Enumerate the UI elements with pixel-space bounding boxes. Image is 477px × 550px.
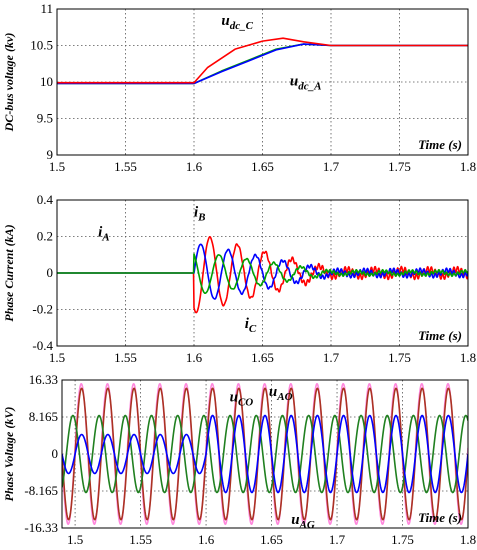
x-tick-label: 1.55 [114,350,137,365]
series-line-3 [62,414,468,494]
x-tick-label: 1.6 [198,532,215,547]
x-axis-label: Time (s) [418,137,462,152]
series-line-1 [62,387,468,521]
x-tick-label: 1.5 [49,159,65,174]
series-annotation: iA [98,225,110,244]
series-annotation: udc_A [290,74,322,93]
series-annotation: uAO [269,384,293,403]
y-tick-label: -8.165 [24,483,58,498]
y-tick-label: 0.2 [37,229,53,244]
x-tick-label: 1.7 [329,532,346,547]
y-tick-label: 0.4 [37,192,54,207]
x-tick-label: 1.65 [260,532,283,547]
y-axis-label: Phase Voltage (kV) [2,407,16,502]
x-tick-label: 1.65 [251,350,274,365]
x-tick-label: 1.55 [129,532,152,547]
phase-voltage-chart: 1.5 1.55 1.6 1.65 1.7 1.75 1.8 -16.33 -8.165 0 8.1… [2,372,476,547]
y-tick-label: -0.4 [32,338,53,353]
axes-frame [56,8,469,156]
axes-frame [61,379,469,529]
y-tick-label: 16.33 [29,372,58,387]
y-tick-label: -0.2 [32,302,53,317]
y-tick-label: 0 [47,265,54,280]
series-line-2 [57,253,468,295]
y-tick-label: -16.33 [24,520,58,535]
y-tick-label: 0 [52,446,59,461]
x-axis-label: Time (s) [418,328,462,343]
x-tick-label: 1.75 [388,350,411,365]
x-tick-label: 1.7 [323,159,340,174]
y-axis-label: DC-bus voltage (kv) [2,33,16,133]
series-annotation: iB [194,204,206,223]
x-tick-label: 1.8 [460,532,476,547]
x-tick-label: 1.8 [460,350,476,365]
y-tick-label: 11 [40,1,53,16]
y-tick-label: 10 [40,74,53,89]
series-line-2 [62,414,468,494]
x-tick-label: 1.7 [323,350,340,365]
series-line-2 [57,37,468,84]
axes-frame [56,199,469,347]
x-tick-label: 1.55 [114,159,137,174]
y-tick-label: 10.5 [30,38,53,53]
dc-bus-voltage-chart: 1.5 1.55 1.6 1.65 1.7 1.75 1.8 9 9.5 10 10.5 11 Time… [2,1,476,174]
series-annotation: uCO [230,389,254,408]
phase-current-chart: 1.5 1.55 1.6 1.65 1.7 1.75 1.8 -0.4 -0.2 0 0.2 0.4 T… [2,192,476,365]
x-tick-label: 1.75 [391,532,414,547]
y-tick-label: 8.165 [29,409,58,424]
x-tick-label: 1.6 [186,159,203,174]
y-axis-label: Phase Current (kA) [2,224,16,321]
x-tick-label: 1.75 [388,159,411,174]
x-tick-label: 1.8 [460,159,476,174]
x-tick-label: 1.65 [251,159,274,174]
x-tick-label: 1.5 [49,350,65,365]
x-tick-label: 1.5 [67,532,83,547]
x-tick-label: 1.6 [186,350,203,365]
y-tick-label: 9 [47,147,54,162]
series-annotation: uAG [291,512,315,531]
x-axis-label: Time (s) [418,510,462,525]
series-annotation: iC [245,316,257,335]
series-annotation: udc_C [221,13,253,32]
y-tick-label: 9.5 [37,111,53,126]
